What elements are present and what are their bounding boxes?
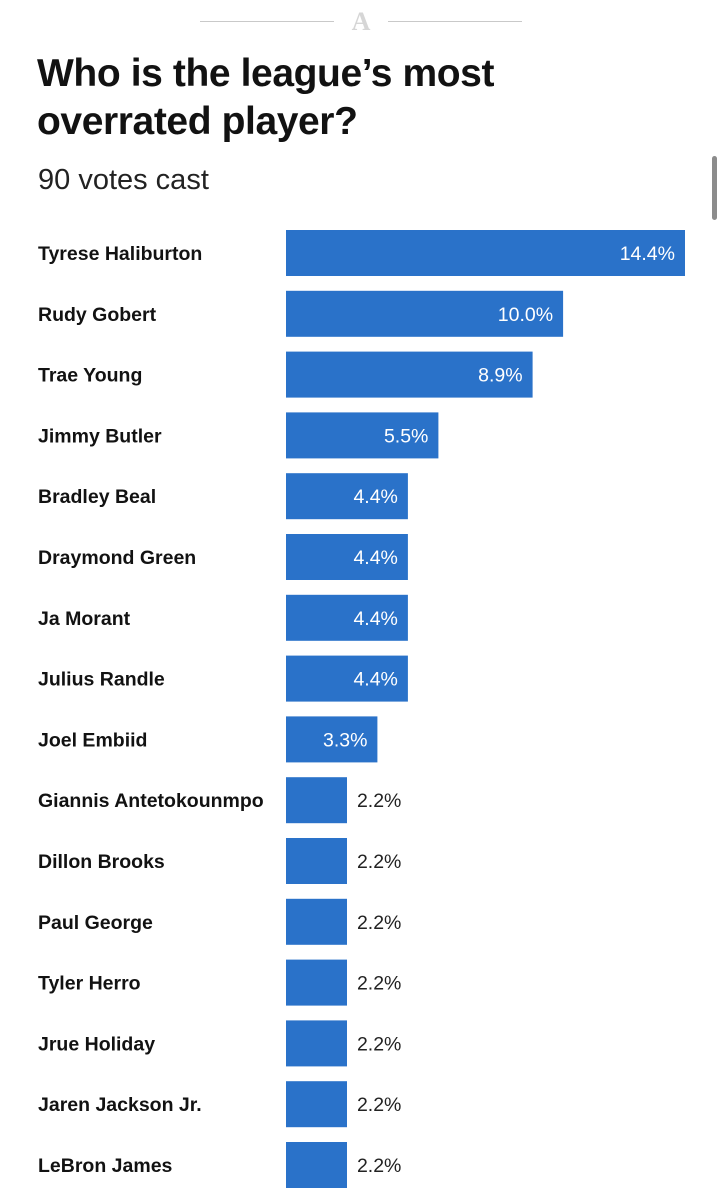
value-label-jrue-holiday: 2.2% [357, 1033, 401, 1055]
value-label-tyrese-haliburton: 14.4% [620, 243, 675, 265]
category-label-jimmy-butler: Jimmy Butler [38, 425, 162, 447]
value-label-tyler-herro: 2.2% [357, 973, 401, 995]
bar-julius-randle [286, 655, 408, 702]
bar-rudy-gobert [286, 290, 564, 337]
value-label-rudy-gobert: 10.0% [498, 304, 553, 326]
category-label-tyler-herro: Tyler Herro [38, 973, 141, 995]
category-label-joel-embiid: Joel Embiid [38, 729, 147, 751]
value-label-dillon-brooks: 2.2% [357, 851, 401, 873]
value-label-julius-randle: 4.4% [353, 669, 397, 691]
bar-giannis-antetokounmpo [286, 777, 347, 824]
value-label-jimmy-butler: 5.5% [384, 425, 428, 447]
value-label-jaren-jackson-jr: 2.2% [357, 1094, 401, 1116]
category-label-paul-george: Paul George [38, 912, 153, 934]
category-label-dillon-brooks: Dillon Brooks [38, 851, 165, 873]
category-label-rudy-gobert: Rudy Gobert [38, 304, 157, 326]
bar-trae-young [286, 351, 533, 398]
bar-paul-george [286, 898, 347, 945]
athletic-logo-icon: A [351, 7, 371, 36]
value-label-bradley-beal: 4.4% [353, 486, 397, 508]
bar-jrue-holiday [286, 1020, 347, 1067]
value-label-paul-george: 2.2% [357, 912, 401, 934]
value-label-lebron-james: 2.2% [357, 1155, 401, 1177]
category-label-draymond-green: Draymond Green [38, 547, 196, 569]
bar-ja-morant [286, 594, 408, 641]
bar-jaren-jackson-jr [286, 1081, 347, 1128]
masthead-rule-left [200, 21, 334, 22]
category-label-trae-young: Trae Young [38, 365, 142, 387]
category-label-tyrese-haliburton: Tyrese Haliburton [38, 243, 202, 265]
category-label-julius-randle: Julius Randle [38, 669, 165, 691]
category-label-bradley-beal: Bradley Beal [38, 486, 156, 508]
bar-draymond-green [286, 534, 408, 580]
masthead: A [200, 8, 522, 40]
bar-tyler-herro [286, 959, 347, 1006]
bar-tyrese-haliburton [286, 230, 685, 276]
category-label-giannis-antetokounmpo: Giannis Antetokounmpo [38, 790, 264, 812]
category-label-jaren-jackson-jr: Jaren Jackson Jr. [38, 1094, 202, 1116]
bar-jimmy-butler [286, 412, 439, 459]
scrollbar-thumb[interactable] [712, 156, 717, 220]
bar-dillon-brooks [286, 838, 347, 884]
value-label-joel-embiid: 3.3% [323, 729, 367, 751]
value-label-trae-young: 8.9% [478, 365, 522, 387]
value-label-giannis-antetokounmpo: 2.2% [357, 790, 401, 812]
chart-title: Who is the league’s most overrated playe… [37, 52, 495, 143]
bar-joel-embiid [286, 716, 378, 763]
bar-bradley-beal [286, 473, 408, 520]
category-label-lebron-james: LeBron James [38, 1155, 173, 1177]
category-label-ja-morant: Ja Morant [38, 608, 131, 630]
value-label-draymond-green: 4.4% [353, 547, 397, 569]
category-label-jrue-holiday: Jrue Holiday [38, 1033, 155, 1055]
masthead-rule-right [388, 21, 522, 22]
bar-lebron-james [286, 1142, 347, 1188]
votes-count: 90 votes cast [38, 164, 209, 196]
value-label-ja-morant: 4.4% [353, 608, 397, 630]
